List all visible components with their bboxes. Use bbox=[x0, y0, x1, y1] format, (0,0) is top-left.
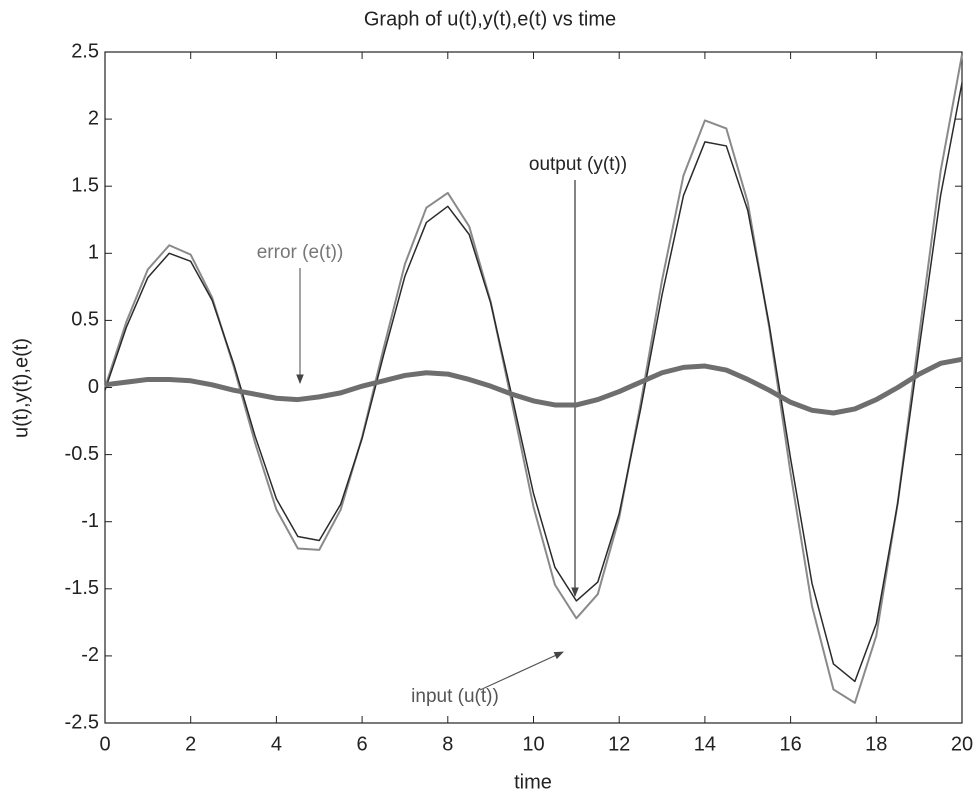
y-tick-label: -1.5 bbox=[65, 577, 99, 599]
error-annotation: error (e(t)) bbox=[257, 242, 344, 263]
x-tick-label: 14 bbox=[694, 733, 716, 755]
x-tick-label: 12 bbox=[608, 733, 630, 755]
series-line bbox=[104, 54, 963, 704]
y-tick-label: -2 bbox=[81, 644, 99, 666]
y-tick-label: 1 bbox=[88, 242, 99, 264]
input-annotation: input (u(t)) bbox=[411, 686, 499, 707]
x-tick-label: 4 bbox=[271, 733, 282, 755]
y-tick-label: -1 bbox=[81, 510, 99, 532]
x-axis-label: time bbox=[514, 771, 552, 793]
plot-frame bbox=[104, 51, 963, 724]
x-tick-label: 20 bbox=[951, 733, 973, 755]
x-tick-label: 10 bbox=[522, 733, 544, 755]
input-arrow bbox=[479, 651, 564, 691]
y-axis-label: u(t),y(t),e(t) bbox=[10, 338, 32, 438]
x-tick-label: 8 bbox=[442, 733, 453, 755]
chart-title: Graph of u(t),y(t),e(t) vs time bbox=[364, 8, 616, 30]
series-line bbox=[104, 82, 963, 683]
x-tick-label: 2 bbox=[185, 733, 196, 755]
x-tick-label: 18 bbox=[865, 733, 887, 755]
y-tick-label: 2.5 bbox=[71, 40, 99, 62]
series-line bbox=[104, 356, 963, 416]
y-tick-label: -2.5 bbox=[65, 711, 99, 733]
y-tick-label: 1.5 bbox=[71, 174, 99, 196]
x-tick-label: 6 bbox=[357, 733, 368, 755]
y-tick-label: 0 bbox=[88, 376, 99, 398]
x-tick-label: 0 bbox=[99, 733, 110, 755]
output-annotation: output (y(t)) bbox=[529, 154, 627, 175]
x-tick-label: 16 bbox=[779, 733, 801, 755]
y-tick-label: -0.5 bbox=[65, 443, 99, 465]
y-tick-label: 0.5 bbox=[71, 309, 99, 331]
y-tick-label: 2 bbox=[88, 107, 99, 129]
